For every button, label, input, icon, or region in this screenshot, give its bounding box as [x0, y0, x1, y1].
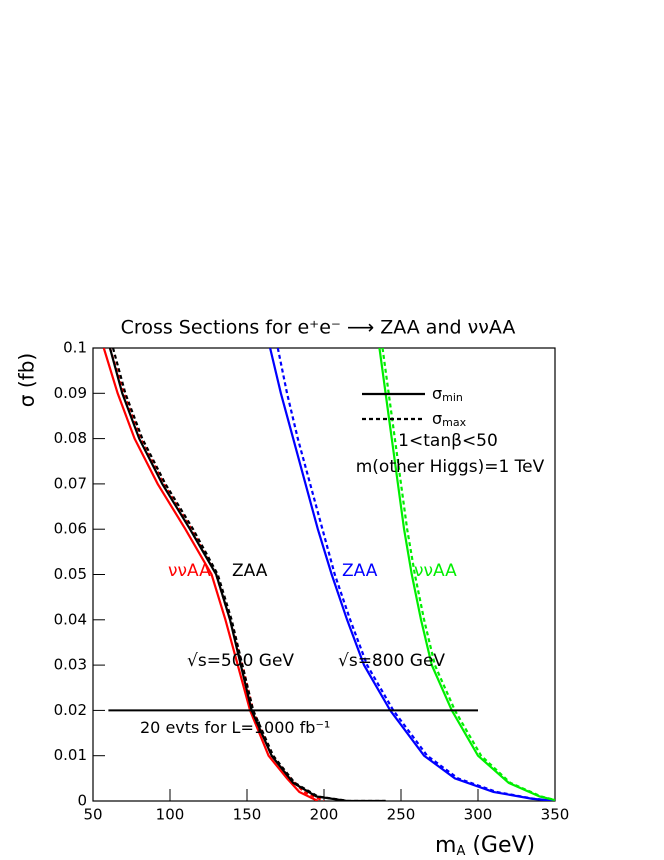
curve	[111, 348, 386, 801]
x-tick-label: 350	[541, 806, 570, 824]
y-tick-label: 0.1	[63, 339, 87, 357]
y-tick-label: 0.02	[54, 701, 87, 719]
x-tick-label: 100	[156, 806, 185, 824]
legend-label: σmax	[432, 409, 467, 430]
annotation: √s=800 GeV	[338, 651, 445, 671]
x-tick-label: 300	[464, 806, 493, 824]
y-tick-label: 0	[77, 792, 87, 810]
chart-title: Cross Sections for e⁺e⁻ ⟶ ZAA and ννAA	[121, 317, 516, 339]
legend-sub: max	[442, 416, 466, 429]
legend-symbol: σ	[432, 384, 442, 403]
y-tick-label: 0.06	[54, 520, 87, 538]
legend-label: σmin	[432, 384, 463, 405]
y-tick-label: 0.03	[54, 656, 87, 674]
y-tick-label: 0.09	[54, 384, 87, 402]
x-tick-label: 250	[387, 806, 416, 824]
y-tick-label: 0.08	[54, 429, 87, 447]
x-label-main: m	[435, 833, 456, 858]
x-label-sub: A	[456, 844, 465, 859]
annotation: √s=500 GeV	[187, 651, 294, 671]
x-axis-label: mA (GeV)	[435, 833, 535, 859]
legend-symbol: σ	[432, 409, 442, 428]
annotation: ZAA	[342, 561, 378, 581]
annotation: ννAA	[414, 561, 457, 581]
annotation: ννAA	[168, 561, 211, 581]
y-tick-label: 0.07	[54, 474, 87, 492]
legend-sub: min	[442, 391, 463, 404]
annotation: 1<tanβ<50	[398, 431, 498, 451]
x-tick-label: 150	[233, 806, 262, 824]
x-tick-label: 200	[310, 806, 339, 824]
curve	[102, 348, 319, 801]
y-axis-label: σ (fb)	[15, 353, 39, 407]
y-tick-label: 0.04	[54, 610, 87, 628]
curve	[269, 348, 555, 801]
annotation: ZAA	[232, 561, 268, 581]
curve	[276, 348, 555, 801]
x-label-rest: (GeV)	[465, 833, 535, 858]
reference-label: 20 evts for L=1000 fb⁻¹	[140, 718, 330, 737]
y-tick-label: 0.01	[54, 746, 87, 764]
y-tick-label: 0.05	[54, 565, 87, 583]
plot-area	[102, 348, 555, 801]
x-tick-label: 50	[83, 806, 102, 824]
curve	[108, 348, 386, 801]
annotation: m(other Higgs)=1 TeV	[356, 457, 545, 477]
curve	[381, 348, 555, 801]
